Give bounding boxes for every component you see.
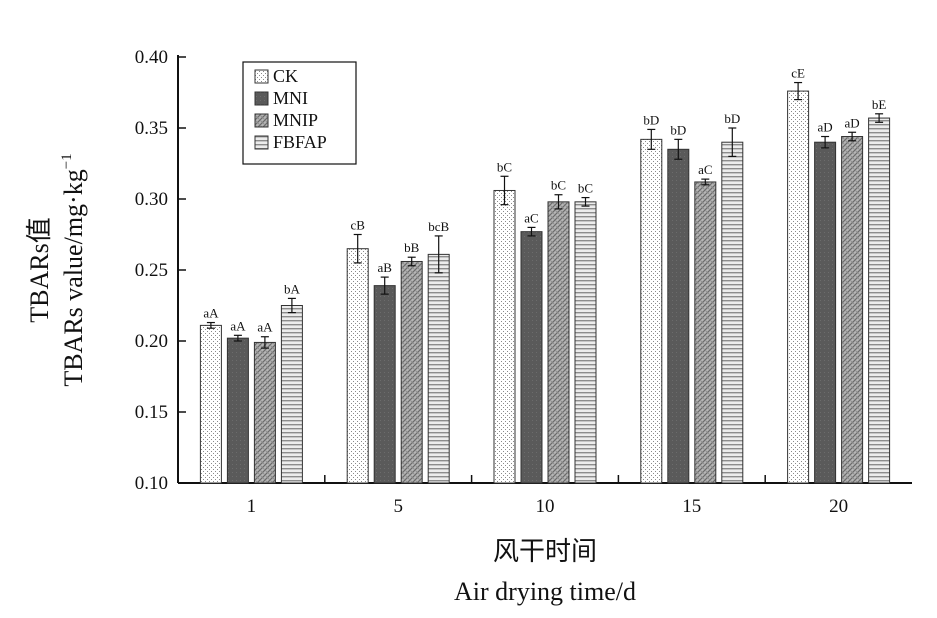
y-tick-label: 0.15 bbox=[135, 402, 168, 423]
bar-mnip-10 bbox=[547, 201, 570, 484]
bar-mnip-15 bbox=[694, 181, 717, 484]
significance-label: bD bbox=[724, 111, 740, 126]
significance-label: bC bbox=[578, 181, 593, 196]
x-tick-label: 10 bbox=[536, 496, 555, 517]
significance-label: bB bbox=[404, 240, 420, 255]
significance-label: aD bbox=[818, 120, 833, 135]
y-tick-label: 0.10 bbox=[135, 473, 168, 494]
bar-mni-15 bbox=[667, 148, 690, 484]
y-axis-label-en-superscript: −1 bbox=[59, 153, 75, 169]
bar-mnip-1 bbox=[253, 341, 276, 484]
legend-swatch-mnip bbox=[254, 113, 269, 128]
significance-label: bC bbox=[551, 178, 566, 193]
y-tick-label: 0.30 bbox=[135, 189, 168, 210]
bar-mni-5 bbox=[373, 285, 396, 484]
legend-label-mnip: MNIP bbox=[273, 110, 318, 130]
significance-label: bA bbox=[284, 281, 301, 296]
x-tick-label: 20 bbox=[829, 496, 848, 517]
y-tick-label: 0.40 bbox=[135, 47, 168, 68]
significance-label: cE bbox=[791, 66, 805, 81]
legend-swatch-fbfap bbox=[254, 135, 269, 150]
y-axis-label: TBARs值 bbox=[25, 217, 54, 322]
significance-label: aA bbox=[257, 320, 273, 335]
y-tick-label: 0.25 bbox=[135, 260, 168, 281]
bar-mni-1 bbox=[226, 337, 249, 484]
bar-ck-5 bbox=[346, 248, 369, 484]
significance-label: bcB bbox=[428, 219, 449, 234]
x-tick-label: 5 bbox=[393, 496, 403, 517]
legend-swatch-mni bbox=[254, 91, 269, 106]
x-tick-label: 15 bbox=[682, 496, 701, 517]
significance-label: aA bbox=[230, 318, 246, 333]
significance-label: aD bbox=[845, 115, 860, 130]
ticks: 0.100.150.200.250.300.350.401 5 10 15 20 bbox=[135, 47, 848, 517]
significance-label: bD bbox=[670, 122, 686, 137]
significance-label: aA bbox=[203, 306, 219, 321]
bar-ck-15 bbox=[640, 138, 663, 484]
y-axis-label-cn: TBARs值 bbox=[25, 217, 54, 322]
legend-label-mni: MNI bbox=[273, 88, 308, 108]
bar-mni-20 bbox=[814, 141, 837, 484]
bar-mni-10 bbox=[520, 231, 543, 484]
bar-ck-1 bbox=[199, 324, 222, 484]
bar-fbfap-15 bbox=[721, 141, 744, 484]
legend-swatch-ck bbox=[254, 69, 269, 84]
x-axis-label-en: Air drying time/d bbox=[454, 577, 636, 606]
y-tick-label: 0.20 bbox=[135, 331, 168, 352]
x-tick-label: 1 bbox=[247, 496, 257, 517]
bar-ck-10 bbox=[493, 189, 516, 484]
significance-label: aC bbox=[698, 162, 712, 177]
bar-mnip-20 bbox=[841, 136, 864, 484]
bar-fbfap-10 bbox=[574, 201, 597, 484]
x-axis-label-cn: 风干时间 bbox=[493, 537, 597, 566]
bars: aA aA aA bA cB aB bB bcB bC aC bC bC bD bD aC bD cE aD aD b… bbox=[199, 66, 891, 484]
legend-label-fbfap: FBFAP bbox=[273, 132, 327, 152]
y-axis-label-en-group: TBARs value/mg·kg−1 bbox=[59, 153, 88, 386]
bar-fbfap-5 bbox=[427, 253, 450, 484]
y-axis-label-en: TBARs value/mg·kg−1 bbox=[59, 153, 88, 386]
bar-fbfap-20 bbox=[868, 117, 891, 484]
legend-label-ck: CK bbox=[273, 66, 298, 86]
y-tick-label: 0.35 bbox=[135, 118, 168, 139]
significance-label: bD bbox=[643, 112, 659, 127]
bar-mnip-5 bbox=[400, 260, 423, 484]
significance-label: bC bbox=[497, 159, 512, 174]
bar-ck-20 bbox=[787, 90, 810, 484]
bar-fbfap-1 bbox=[280, 305, 303, 484]
significance-label: aC bbox=[524, 210, 538, 225]
significance-label: aB bbox=[377, 260, 392, 275]
y-axis-label-en-main: TBARs value/mg·kg bbox=[59, 169, 88, 386]
significance-label: cB bbox=[350, 218, 365, 233]
significance-label: bE bbox=[872, 97, 887, 112]
